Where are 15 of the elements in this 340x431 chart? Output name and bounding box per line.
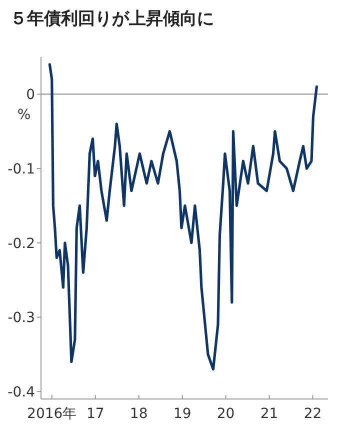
y-tick-label: -0.3 [8, 310, 35, 326]
y-axis-title: % [17, 107, 31, 123]
x-tick-label: 22 [304, 406, 322, 422]
y-tick-label: -0.1 [8, 162, 35, 178]
x-tick-label: 20 [216, 406, 235, 422]
x-tick-label: 2016年 [27, 406, 77, 422]
y-tick-label: 0 [26, 87, 35, 104]
x-tick-label: 18 [130, 406, 148, 422]
line-series [48, 63, 318, 371]
y-tick-label: -0.4 [8, 384, 36, 401]
x-tick-label: 21 [260, 406, 278, 422]
x-tick-label: 17 [86, 406, 104, 422]
x-tick-label: 19 [173, 406, 192, 422]
y-tick-label: -0.2 [8, 236, 35, 252]
chart-title: ５年債利回りが上昇傾向に [10, 9, 214, 29]
